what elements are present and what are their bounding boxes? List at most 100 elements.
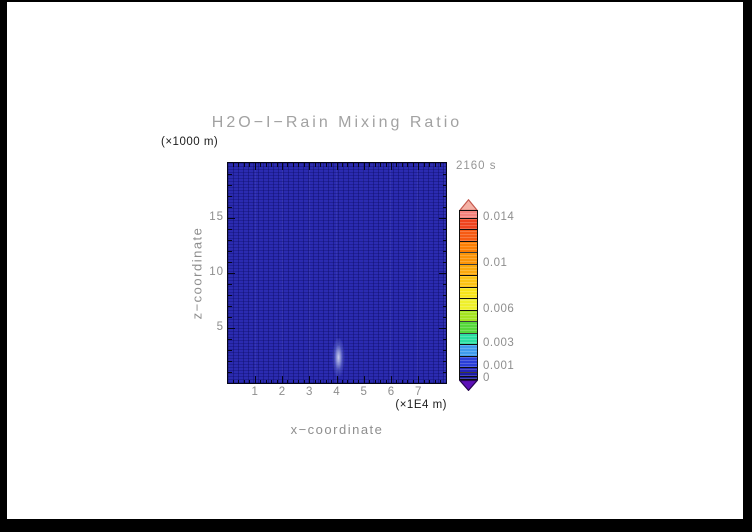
axis-tick: [380, 163, 382, 167]
colorbar-segment: [460, 344, 477, 356]
axis-tick: [442, 184, 446, 186]
x-axis-label: x−coordinate: [290, 422, 384, 437]
z-tick-label: 15: [209, 211, 224, 223]
axis-tick: [429, 163, 431, 167]
axis-tick: [347, 163, 349, 167]
axis-tick: [228, 338, 232, 340]
axis-tick: [228, 173, 232, 175]
axis-tick: [440, 379, 442, 383]
axis-tick: [439, 272, 446, 274]
colorbar-segment: [460, 252, 477, 264]
colorbar-level-line: [460, 321, 477, 323]
axis-tick: [331, 163, 333, 167]
colorbar-segment: [460, 298, 477, 310]
colorbar-segment: [460, 367, 477, 373]
axis-tick: [434, 163, 436, 167]
axis-tick: [442, 239, 446, 241]
colorbar-segment: [460, 275, 477, 287]
plot-title: H2O−I−Rain Mixing Ratio: [211, 114, 463, 131]
colorbar-level-line: [460, 263, 477, 265]
axis-tick: [282, 376, 283, 383]
z-tick-label: 10: [209, 266, 224, 278]
axis-tick: [228, 327, 235, 329]
axis-tick: [265, 379, 267, 383]
axis-tick: [442, 250, 446, 252]
colorbar-level-line: [460, 229, 477, 231]
axis-tick: [228, 360, 232, 362]
axis-tick: [254, 376, 256, 383]
axis-tick: [369, 379, 371, 383]
axis-tick: [442, 228, 446, 230]
colorbar-segment: [460, 240, 477, 253]
axis-tick: [228, 349, 232, 351]
z-tick-label: 5: [216, 321, 224, 333]
colorbar-segment: [460, 372, 477, 376]
colorbar-level-line: [460, 367, 477, 369]
axis-tick: [228, 294, 232, 296]
colorbar-level-line: [460, 344, 477, 346]
axis-tick: [238, 163, 240, 167]
colorbar-tick-label: 0.01: [483, 256, 508, 269]
axis-tick: [282, 163, 283, 170]
axis-tick: [314, 379, 316, 383]
axis-tick: [341, 163, 343, 167]
axis-tick: [228, 261, 232, 263]
axis-tick: [320, 379, 322, 383]
axis-tick: [418, 376, 420, 383]
axis-tick: [287, 379, 289, 383]
colorbar-segment: [460, 332, 477, 345]
axis-tick: [358, 163, 360, 167]
axis-tick: [298, 379, 300, 383]
axis-tick: [358, 379, 360, 383]
axis-tick: [396, 163, 398, 167]
time-stamp-label: 2160 s: [456, 160, 497, 172]
axis-tick: [442, 371, 446, 373]
colorbar-level-line: [460, 332, 477, 334]
axis-tick: [249, 163, 251, 167]
axis-tick: [412, 379, 414, 383]
colorbar-level-line: [460, 217, 477, 219]
axis-tick: [309, 163, 311, 170]
axis-tick: [303, 163, 305, 167]
axis-tick: [352, 379, 354, 383]
x-tick-label: 4: [333, 386, 341, 398]
axis-tick: [287, 163, 289, 167]
axis-tick: [407, 379, 409, 383]
x-axis-unit-label: (×1E4 m): [395, 399, 447, 411]
axis-tick: [238, 379, 240, 383]
axis-tick: [442, 283, 446, 285]
axis-tick: [228, 217, 235, 219]
axis-tick: [228, 195, 232, 197]
colorbar-level-line: [460, 372, 477, 374]
colorbar-level-line: [460, 286, 477, 288]
x-tick-label: 2: [278, 386, 287, 398]
axis-tick: [385, 379, 387, 383]
colorbar-segment: [460, 286, 477, 299]
axis-tick: [442, 338, 446, 340]
colorbar-level-line: [460, 252, 477, 254]
axis-tick: [374, 163, 376, 167]
axis-tick: [363, 376, 365, 383]
axis-tick: [423, 379, 425, 383]
axis-tick: [442, 261, 446, 263]
axis-tick: [374, 379, 376, 383]
axis-tick: [314, 163, 316, 167]
axis-tick: [347, 379, 349, 383]
axis-tick: [228, 283, 232, 285]
axis-tick: [298, 163, 300, 167]
axis-tick: [276, 163, 278, 167]
colorbar-tick-label: 0: [483, 372, 490, 384]
axis-tick: [228, 371, 232, 373]
axis-tick: [228, 184, 232, 186]
x-tick-label: 6: [387, 386, 396, 398]
axis-tick: [439, 217, 446, 219]
axis-tick: [439, 327, 446, 329]
axis-tick: [260, 163, 262, 167]
axis-tick: [260, 379, 262, 383]
y-axis-unit-label: (×1000 m): [161, 136, 219, 148]
axis-tick: [228, 316, 232, 318]
colorbar-under-range-arrow-icon: [459, 380, 478, 391]
axis-tick: [243, 163, 245, 167]
x-tick-label: 5: [360, 386, 368, 398]
axis-tick: [336, 376, 338, 383]
